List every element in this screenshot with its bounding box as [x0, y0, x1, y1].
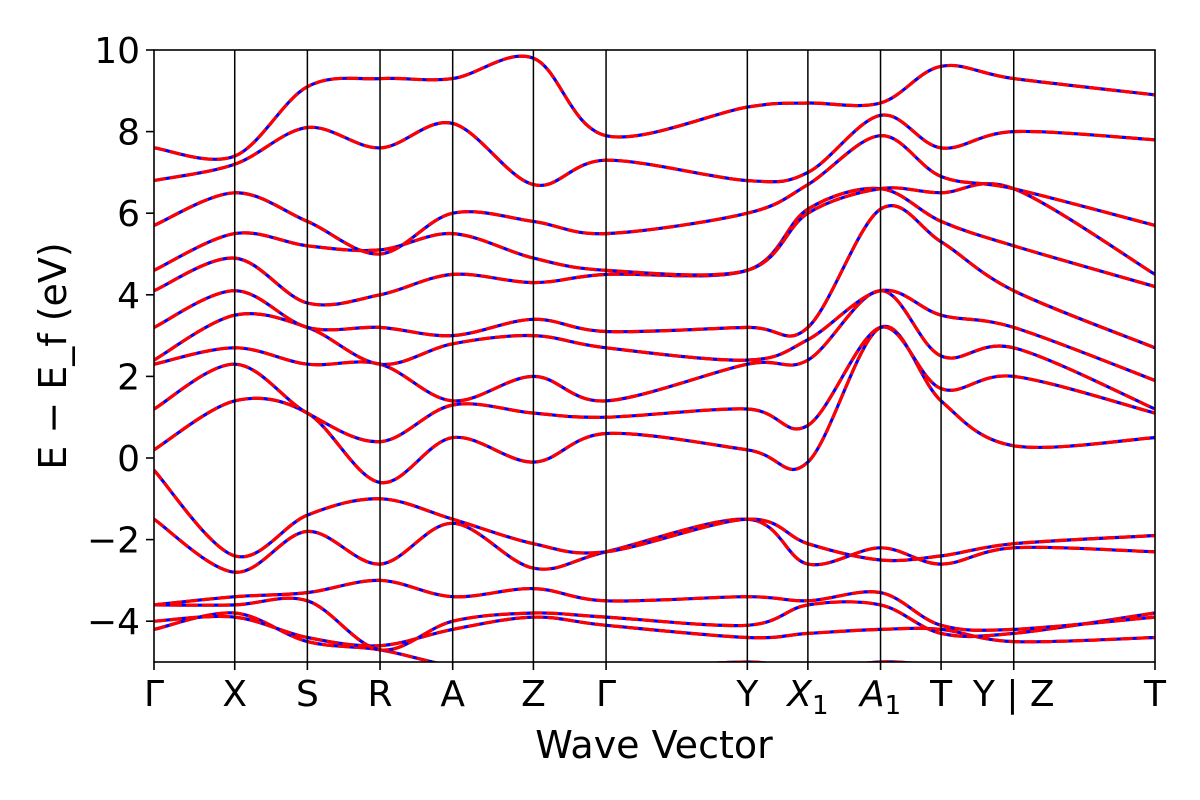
k-point-label: S: [296, 674, 319, 715]
k-point-label: Γ: [144, 674, 164, 715]
x-axis-label: Wave Vector: [535, 723, 773, 767]
k-point-label: A1: [858, 674, 901, 721]
k-point-label: T: [929, 674, 953, 715]
y-tick-label: 0: [117, 439, 140, 480]
k-point-label: R: [368, 674, 393, 715]
k-point-label: Γ: [596, 674, 616, 715]
band-line-dashed: [154, 596, 1155, 652]
y-axis-label: E − E_f (eV): [31, 242, 75, 470]
k-point-label: T: [1143, 674, 1167, 715]
k-point-label: X: [222, 674, 247, 715]
k-point-label: Y: [735, 674, 759, 715]
k-point-label: X1: [785, 674, 828, 721]
y-tick-label: 4: [117, 276, 140, 317]
y-tick-label: 2: [117, 357, 140, 398]
plot-background: [154, 50, 1155, 662]
y-tick-label: −2: [87, 521, 140, 562]
k-point-lines: [233, 50, 1015, 662]
band-line-dashed: [154, 325, 1155, 444]
k-point-label: A: [440, 674, 465, 715]
y-tick-label: 8: [117, 113, 140, 154]
y-tick-label: 10: [94, 31, 140, 72]
band-line-dashed: [154, 324, 1155, 485]
y-tick-label: 6: [117, 194, 140, 235]
k-point-label: Y | Z: [972, 674, 1055, 715]
y-tick-label: −4: [87, 602, 140, 643]
x-axis-ticks: Γ X S R A Z Γ Y X1 A1 T Y | Z T: [144, 662, 1167, 721]
band-line-dashed: [154, 289, 1155, 411]
y-axis-ticks: −4 −2 0 2 4 6 8 10: [87, 31, 154, 643]
k-point-label: Z: [521, 674, 546, 715]
plot-frame: [153, 49, 1156, 663]
